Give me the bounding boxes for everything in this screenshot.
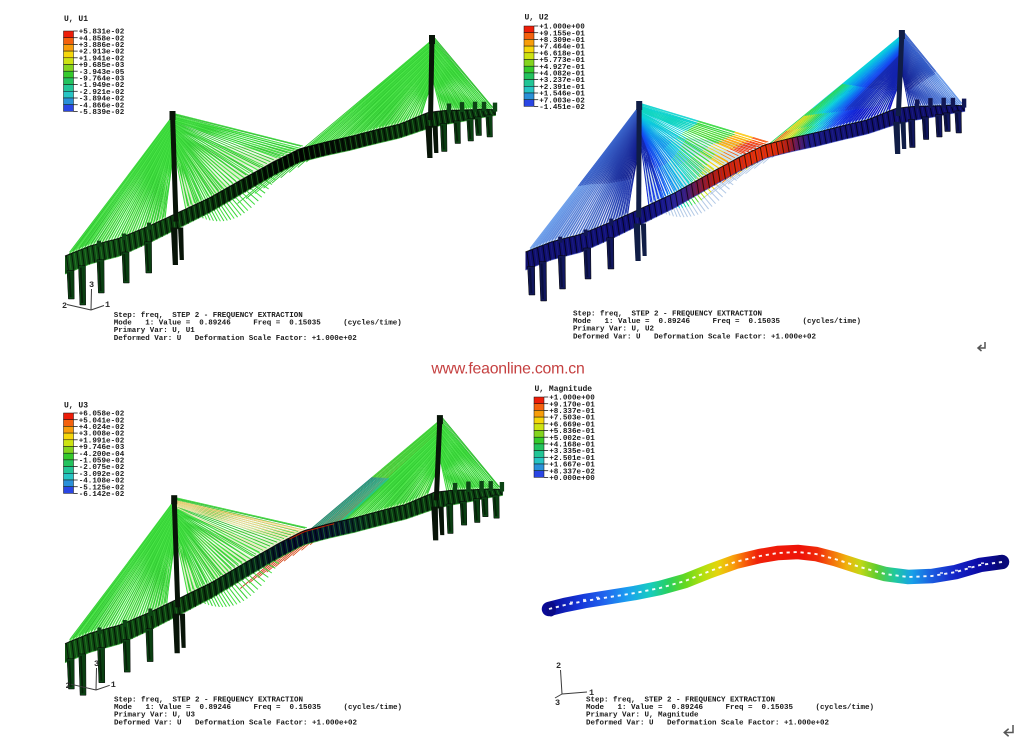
svg-text:U, Magnitude: U, Magnitude (535, 385, 593, 394)
svg-text:+6.618e-01: +6.618e-01 (539, 50, 585, 58)
svg-text:+4.024e-02: +4.024e-02 (79, 424, 125, 432)
svg-text:+1.000e+00: +1.000e+00 (539, 24, 585, 32)
svg-text:-4.200e-04: -4.200e-04 (79, 451, 125, 459)
svg-text:Step: freq, STEP 2 - FREQUENC: Step: freq, STEP 2 - FREQUENCY EXTRACTIO… (114, 696, 303, 704)
svg-text:-1.451e-02: -1.451e-02 (539, 104, 585, 112)
svg-text:+6.058e-02: +6.058e-02 (79, 411, 125, 419)
svg-text:-4.108e-02: -4.108e-02 (79, 478, 125, 486)
svg-text:-1.949e-02: -1.949e-02 (79, 82, 125, 90)
svg-text:-3.894e-02: -3.894e-02 (79, 96, 125, 104)
svg-text:+5.002e-01: +5.002e-01 (549, 435, 595, 443)
svg-text:U, U2: U, U2 (525, 14, 549, 23)
svg-text:-1.059e-02: -1.059e-02 (79, 458, 125, 466)
svg-text:+4.082e-01: +4.082e-01 (539, 71, 585, 79)
svg-text:+4.168e-01: +4.168e-01 (549, 442, 595, 450)
svg-text:-4.866e-02: -4.866e-02 (79, 102, 125, 110)
svg-text:2: 2 (556, 661, 561, 671)
svg-text:+0.000e+00: +0.000e+00 (549, 475, 595, 483)
svg-text:+3.237e-01: +3.237e-01 (539, 77, 585, 85)
svg-text:+3.886e-02: +3.886e-02 (79, 42, 125, 50)
svg-text:Step: freq, STEP 2 - FREQUENC: Step: freq, STEP 2 - FREQUENCY EXTRACTIO… (114, 312, 303, 320)
svg-text:Deformed Var: U Deformation: Deformed Var: U Deformation Scale Factor… (586, 719, 830, 727)
svg-text:1: 1 (105, 300, 110, 310)
svg-text:3: 3 (94, 659, 99, 669)
svg-text:+7.464e-01: +7.464e-01 (539, 44, 585, 52)
svg-text:+8.309e-01: +8.309e-01 (539, 37, 585, 45)
svg-text:+9.746e-03: +9.746e-03 (79, 444, 125, 452)
svg-text:+4.927e-01: +4.927e-01 (539, 64, 585, 72)
svg-text:2: 2 (62, 301, 67, 311)
svg-text:+2.913e-02: +2.913e-02 (79, 49, 125, 57)
svg-text:3: 3 (89, 280, 94, 290)
svg-text:Step: freq, STEP 2 - FREQUENC: Step: freq, STEP 2 - FREQUENCY EXTRACTIO… (586, 696, 775, 704)
svg-text:Primary Var: U, Magnitude: Primary Var: U, Magnitude (586, 712, 699, 720)
svg-text:+8.337e-01: +8.337e-01 (549, 408, 595, 416)
svg-text:Primary Var: U, U1: Primary Var: U, U1 (114, 327, 196, 335)
svg-text:-2.075e-02: -2.075e-02 (79, 464, 125, 472)
svg-text:U, U1: U, U1 (64, 15, 88, 24)
svg-text:-2.921e-02: -2.921e-02 (79, 89, 125, 97)
svg-text:www.feaonline.com.cn: www.feaonline.com.cn (430, 361, 584, 378)
svg-text:Deformed Var: U Deformation: Deformed Var: U Deformation Scale Factor… (114, 719, 358, 727)
svg-text:+7.003e-02: +7.003e-02 (539, 97, 585, 105)
svg-text:+1.546e-01: +1.546e-01 (539, 91, 585, 99)
svg-text:Step: freq, STEP 2 - FREQUENC: Step: freq, STEP 2 - FREQUENCY EXTRACTIO… (573, 310, 762, 318)
svg-text:-5.839e-02: -5.839e-02 (79, 109, 125, 117)
svg-text:+4.858e-02: +4.858e-02 (79, 35, 125, 43)
svg-text:-6.142e-02: -6.142e-02 (79, 491, 125, 499)
svg-text:+9.170e-01: +9.170e-01 (549, 401, 595, 409)
svg-text:Mode 1: Value = 0.89246: Mode 1: Value = 0.89246 Freq = 0.15035 (… (586, 704, 874, 712)
svg-text:-5.125e-02: -5.125e-02 (79, 484, 125, 492)
svg-text:+9.685e-03: +9.685e-03 (79, 62, 125, 70)
svg-text:-3.092e-02: -3.092e-02 (79, 471, 125, 479)
svg-text:+6.669e-01: +6.669e-01 (549, 421, 595, 429)
svg-text:Mode 1: Value = 0.89246: Mode 1: Value = 0.89246 Freq = 0.15035 (… (114, 320, 402, 328)
svg-text:+5.831e-02: +5.831e-02 (79, 29, 125, 37)
svg-text:+1.667e-01: +1.667e-01 (549, 462, 595, 470)
svg-text:+5.773e-01: +5.773e-01 (539, 57, 585, 65)
svg-text:2: 2 (66, 681, 71, 691)
svg-text:3: 3 (555, 698, 560, 708)
svg-text:1: 1 (111, 680, 116, 690)
svg-text:Deformed Var: U Deformation: Deformed Var: U Deformation Scale Factor… (573, 333, 817, 341)
svg-text:+1.000e+00: +1.000e+00 (549, 395, 595, 403)
svg-text:Primary Var: U, U3: Primary Var: U, U3 (114, 712, 196, 720)
svg-text:Mode 1: Value = 0.89246: Mode 1: Value = 0.89246 Freq = 0.15035 (… (573, 318, 861, 326)
svg-text:+2.391e-01: +2.391e-01 (539, 84, 585, 92)
svg-text:Deformed Var: U Deformation: Deformed Var: U Deformation Scale Factor… (114, 335, 358, 343)
svg-text:-3.943e-05: -3.943e-05 (79, 69, 125, 77)
svg-text:+9.155e-01: +9.155e-01 (539, 30, 585, 38)
svg-text:1: 1 (589, 688, 594, 698)
svg-text:Primary Var: U, U2: Primary Var: U, U2 (573, 326, 655, 334)
svg-text:Mode 1: Value = 0.89246: Mode 1: Value = 0.89246 Freq = 0.15035 (… (114, 704, 402, 712)
svg-text:+3.008e-02: +3.008e-02 (79, 431, 125, 439)
svg-text:+1.991e-02: +1.991e-02 (79, 437, 125, 445)
svg-text:+3.335e-01: +3.335e-01 (549, 448, 595, 456)
svg-text:U, U3: U, U3 (64, 402, 88, 411)
svg-text:+7.503e-01: +7.503e-01 (549, 415, 595, 423)
svg-text:-9.764e-03: -9.764e-03 (79, 76, 125, 84)
svg-text:+5.041e-02: +5.041e-02 (79, 417, 125, 425)
svg-text:+5.836e-01: +5.836e-01 (549, 428, 595, 436)
svg-text:+1.941e-02: +1.941e-02 (79, 55, 125, 63)
svg-text:+8.337e-02: +8.337e-02 (549, 468, 595, 476)
svg-text:+2.501e-01: +2.501e-01 (549, 455, 595, 463)
